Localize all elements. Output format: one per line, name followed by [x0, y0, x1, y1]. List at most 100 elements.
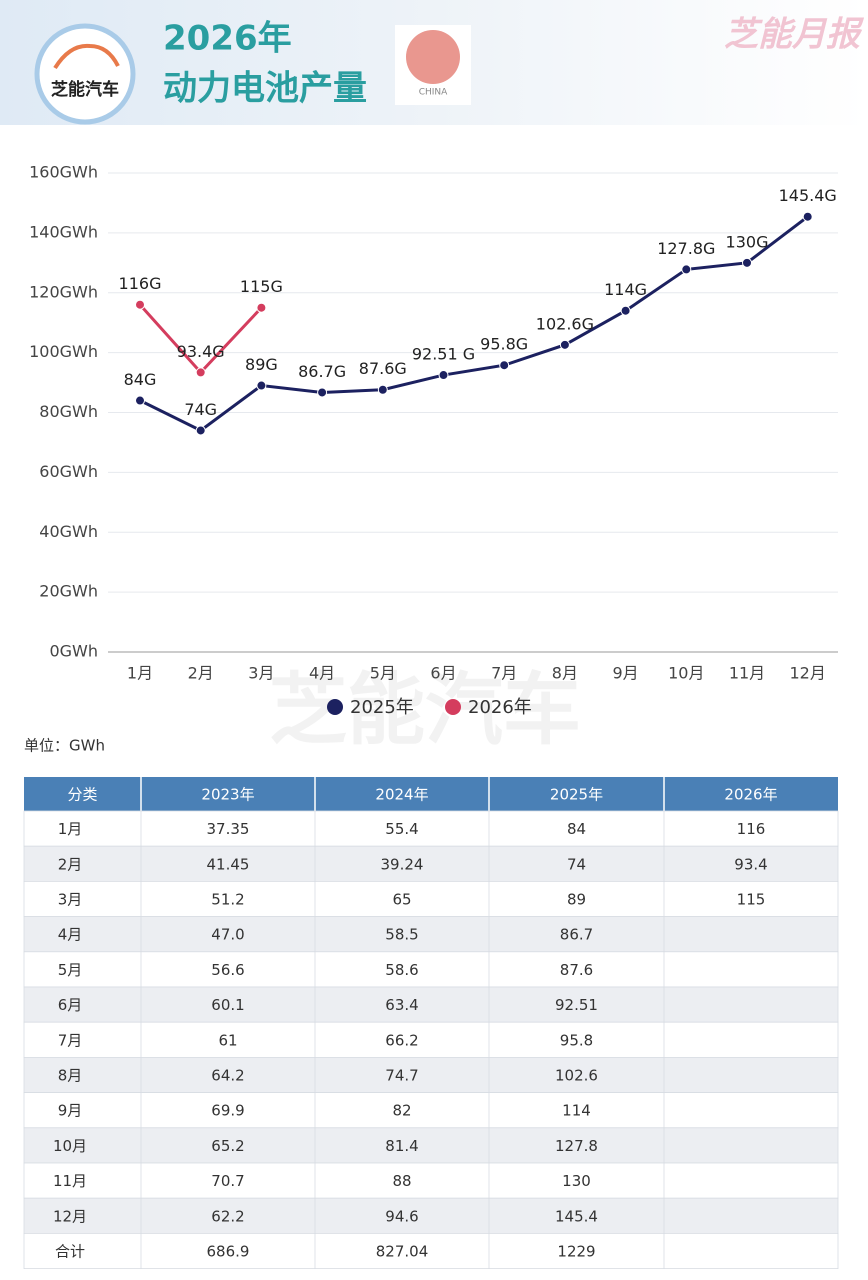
point: [802, 211, 813, 222]
table-header: 2026年: [724, 786, 777, 804]
y-tick-label: 160GWh: [29, 163, 98, 182]
point: [195, 367, 206, 378]
table-cell: 2月: [58, 855, 83, 873]
table-cell: 64.2: [211, 1067, 244, 1085]
table-cell: 145.4: [555, 1207, 598, 1225]
table-row-bg: [23, 810, 839, 847]
table-cell: 11月: [53, 1172, 87, 1190]
point: [681, 264, 692, 275]
table-cell: 12月: [53, 1207, 87, 1225]
data-label: 89G: [245, 355, 278, 374]
point: [256, 302, 267, 313]
logo-circle: [34, 23, 136, 125]
y-tick-label: 40GWh: [39, 522, 98, 541]
table-row-bg: [23, 951, 839, 988]
watermark: 芝能汽车: [269, 665, 581, 755]
x-tick-label: 10月: [668, 664, 704, 683]
data-label: 95.8G: [480, 335, 528, 354]
table-row-bg: [23, 1127, 839, 1164]
x-tick-label: 1月: [127, 664, 153, 683]
point: [195, 425, 206, 436]
x-tick-label: 12月: [790, 664, 826, 683]
data-label: 145.4G: [779, 186, 837, 205]
data-label: 127.8G: [657, 239, 715, 258]
table-cell: 127.8: [555, 1137, 598, 1155]
brand: 芝能月报: [724, 15, 865, 55]
table-cell: 102.6: [555, 1067, 598, 1085]
table-cell: 94.6: [385, 1207, 418, 1225]
y-tick-label: 140GWh: [29, 222, 98, 241]
x-tick-label: 4月: [309, 664, 335, 683]
point: [499, 360, 510, 371]
table-cell: 6月: [58, 996, 83, 1014]
table-row-bg: [23, 1162, 839, 1199]
table-cell: 56.6: [211, 961, 244, 979]
y-tick-label: 120GWh: [29, 282, 98, 301]
table-cell: 70.7: [211, 1172, 244, 1190]
data-label: 74G: [184, 400, 217, 419]
point: [559, 339, 570, 350]
point: [377, 384, 388, 395]
point: [438, 370, 449, 381]
title: 动力电池产量: [163, 69, 367, 109]
data-label: 102.6G: [536, 314, 594, 333]
y-tick-label: 80GWh: [39, 402, 98, 421]
y-tick-label: 20GWh: [39, 582, 98, 601]
table-cell: 47.0: [211, 926, 244, 944]
legend-label: 2025年: [350, 697, 414, 718]
table-header-bg: [24, 777, 838, 811]
table-cell: 58.6: [385, 961, 418, 979]
title: 2026年: [163, 19, 292, 59]
table-cell: 61: [218, 1031, 237, 1049]
table-cell: 115: [737, 891, 766, 909]
table-cell: 62.2: [211, 1207, 244, 1225]
flag-label: CHINA: [419, 88, 448, 98]
table-cell: 114: [562, 1102, 591, 1120]
y-tick-label: 0GWh: [49, 642, 98, 661]
table-cell: 87.6: [560, 961, 593, 979]
point: [620, 305, 631, 316]
table-cell: 95.8: [560, 1031, 593, 1049]
legend-marker: [445, 699, 461, 715]
table-cell: 1月: [58, 820, 83, 838]
table-header: 2025年: [550, 786, 603, 804]
table-cell: 92.51: [555, 996, 598, 1014]
table-cell: 10月: [53, 1137, 87, 1155]
data-label: 87.6G: [359, 359, 407, 378]
data-label: 86.7G: [298, 362, 346, 381]
flag: [406, 30, 460, 84]
y-tick-label: 60GWh: [39, 462, 98, 481]
table-cell: 84: [567, 820, 586, 838]
logo-icon: [53, 43, 120, 70]
point: [317, 387, 328, 398]
series-line: [138, 303, 263, 375]
legend-label: 2026年: [468, 697, 532, 718]
table-row-bg: [23, 1197, 839, 1234]
table-cell: 74: [567, 855, 586, 873]
point: [742, 257, 752, 268]
table-cell: 58.5: [385, 926, 418, 944]
table-cell: 39.24: [381, 855, 424, 873]
table-cell: 7月: [58, 1031, 83, 1049]
table-row-bg: [23, 1021, 839, 1058]
x-tick-label: 9月: [613, 664, 639, 683]
table-cell: 827.04: [376, 1243, 429, 1261]
table-cell: 1229: [557, 1243, 595, 1261]
table-cell: 69.9: [211, 1102, 244, 1120]
table-cell: 130: [562, 1172, 591, 1190]
table-cell: 4月: [58, 926, 83, 944]
data-label: 116G: [119, 274, 162, 293]
table-cell: 51.2: [211, 891, 244, 909]
y-tick-label: 100GWh: [29, 342, 98, 361]
table-header: 2024年: [375, 786, 428, 804]
table-row-bg: [23, 1233, 839, 1270]
point: [135, 395, 145, 406]
table-cell: 88: [392, 1172, 411, 1190]
table-row-bg: [23, 845, 839, 882]
series-line: [139, 215, 809, 433]
table-cell: 89: [567, 891, 586, 909]
table-cell: 65.2: [211, 1137, 244, 1155]
data-label: 84G: [124, 370, 157, 389]
table-cell: 81.4: [385, 1137, 418, 1155]
